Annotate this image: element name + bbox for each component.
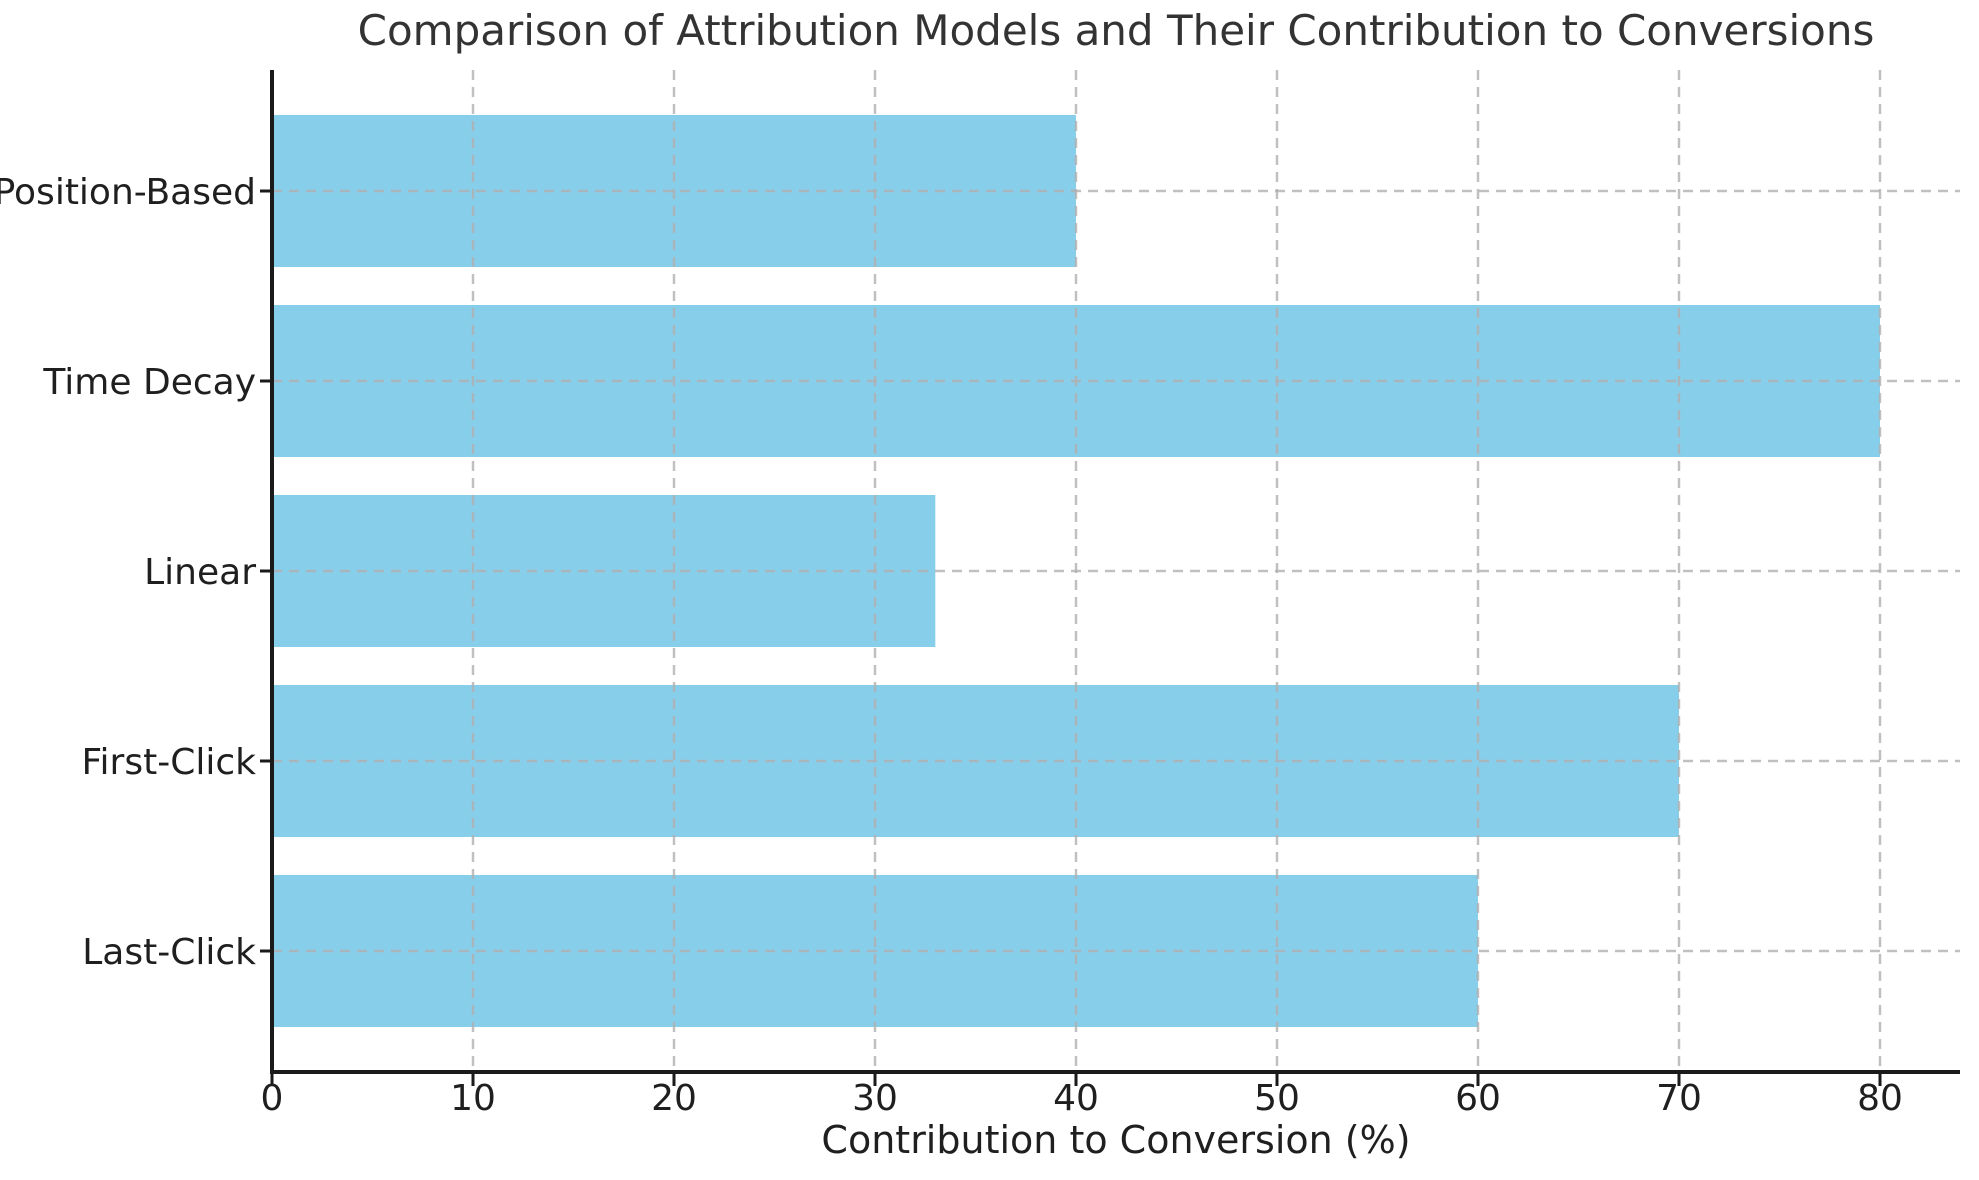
x-tick-label: 20: [651, 1078, 697, 1119]
y-tick-label-position-based: Position-Based: [0, 172, 256, 213]
y-tick-label-time-decay: Time Decay: [42, 362, 256, 403]
x-tick-label: 40: [1053, 1078, 1099, 1119]
x-tick-label: 0: [261, 1078, 284, 1119]
x-tick-label: 70: [1656, 1078, 1702, 1119]
x-tick-label: 60: [1455, 1078, 1501, 1119]
x-axis-title: Contribution to Conversion (%): [821, 1118, 1411, 1162]
y-tick-label-first-click: First-Click: [81, 742, 256, 783]
x-tick-label: 80: [1857, 1078, 1903, 1119]
x-tick-label: 10: [450, 1078, 496, 1119]
chart-title: Comparison of Attribution Models and The…: [357, 6, 1875, 55]
x-tick-label: 30: [852, 1078, 898, 1119]
y-tick-label-last-click: Last-Click: [82, 932, 256, 973]
x-tick-label: 50: [1254, 1078, 1300, 1119]
y-tick-label-linear: Linear: [144, 552, 256, 593]
